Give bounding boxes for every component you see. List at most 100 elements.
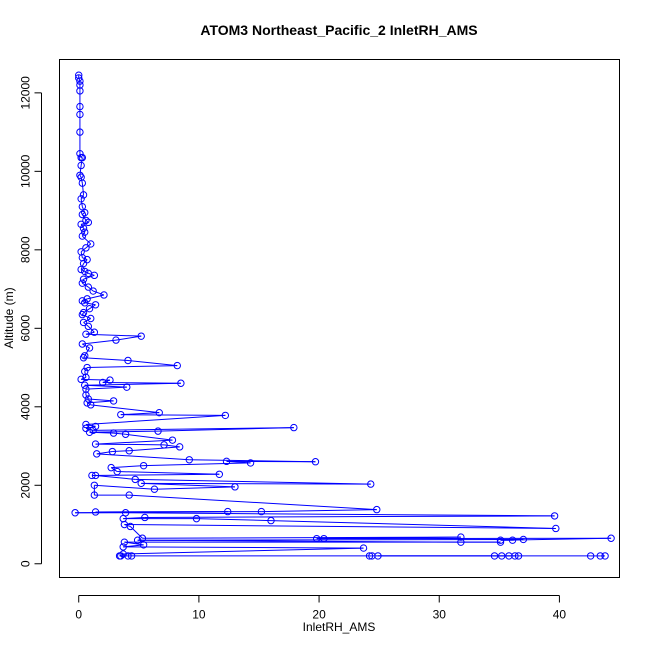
- series-segment: [81, 378, 110, 381]
- data-point: [78, 297, 87, 305]
- data-point: [81, 267, 89, 276]
- data-point: [552, 524, 560, 533]
- y-tick-label: 0: [19, 560, 33, 567]
- data-point: [79, 318, 88, 327]
- data-point: [81, 352, 89, 360]
- data-point: [121, 430, 130, 438]
- series-segment: [79, 165, 82, 176]
- series-segment: [80, 198, 83, 207]
- series-segment: [143, 462, 251, 467]
- data-point: [160, 441, 168, 449]
- series-segment: [95, 439, 173, 445]
- series-segment: [83, 318, 91, 323]
- data-point: [177, 379, 185, 387]
- data-point: [77, 220, 85, 229]
- data-point: [231, 483, 239, 491]
- series-segment: [91, 473, 220, 476]
- data-point: [137, 479, 145, 488]
- data-point: [91, 471, 100, 480]
- series-segment: [84, 382, 181, 386]
- data-point: [91, 440, 100, 448]
- series-segment: [85, 414, 226, 425]
- data-point: [125, 447, 133, 455]
- data-point: [82, 373, 90, 382]
- data-point: [267, 516, 275, 525]
- series-segment: [113, 432, 126, 435]
- data-point: [137, 332, 145, 340]
- data-point: [90, 328, 99, 336]
- series-segment: [94, 484, 155, 490]
- x-tick-label: 10: [192, 608, 206, 622]
- series-segment: [120, 414, 226, 416]
- series-segment: [89, 431, 114, 434]
- series-segment: [129, 494, 377, 511]
- data-point: [76, 128, 84, 136]
- data-point: [127, 552, 136, 560]
- series-segment: [84, 367, 88, 372]
- series-segment: [84, 302, 96, 306]
- series-segment: [82, 314, 91, 319]
- series-segment: [270, 520, 556, 529]
- data-point: [91, 422, 100, 431]
- data-point: [222, 457, 231, 466]
- data-point: [90, 271, 99, 280]
- data-point: [79, 191, 88, 199]
- data-point: [550, 512, 559, 520]
- series-segment: [125, 433, 173, 441]
- series-segment: [115, 335, 142, 341]
- data-point: [91, 508, 100, 516]
- data-point: [76, 81, 84, 89]
- data-point: [168, 436, 177, 444]
- series-segment: [261, 509, 377, 513]
- data-point: [77, 195, 85, 203]
- data-point: [78, 279, 87, 287]
- data-point: [89, 287, 97, 295]
- data-point: [112, 336, 120, 344]
- data-point: [257, 507, 266, 516]
- data-point: [76, 102, 84, 111]
- series-segment: [117, 471, 220, 475]
- data-point: [596, 552, 604, 560]
- data-point: [82, 244, 90, 252]
- series-segment: [84, 347, 90, 357]
- data-point: [81, 208, 89, 217]
- y-tick-label: 4000: [19, 393, 33, 420]
- data-point: [367, 480, 375, 488]
- data-point: [125, 491, 133, 499]
- data-point: [79, 275, 88, 283]
- series-segment: [135, 478, 371, 485]
- data-point: [77, 265, 85, 274]
- series-segment: [85, 386, 127, 390]
- y-tick-label: 10000: [19, 154, 33, 188]
- data-point: [519, 535, 528, 544]
- series-segment: [82, 300, 86, 304]
- series-segment: [92, 290, 105, 296]
- series-segment: [82, 257, 88, 261]
- series-segment: [83, 357, 129, 361]
- data-point: [90, 491, 99, 499]
- data-point: [75, 74, 83, 82]
- data-point: [119, 550, 127, 558]
- data-point: [77, 161, 85, 170]
- series-segment: [83, 259, 88, 264]
- data-point: [106, 376, 114, 384]
- chart-title: ATOM3 Northeast_Pacific_2 InletRH_AMS: [200, 22, 477, 38]
- data-point: [79, 224, 88, 232]
- data-point: [93, 450, 101, 458]
- series-segment: [123, 547, 364, 555]
- data-point: [154, 427, 162, 435]
- series-segment: [79, 175, 82, 178]
- y-tick-label: 8000: [19, 236, 33, 263]
- data-point: [82, 330, 90, 338]
- data-point: [155, 408, 163, 417]
- data-point: [81, 381, 89, 389]
- data-point: [374, 552, 382, 560]
- data-point: [359, 544, 368, 552]
- series-segment: [163, 444, 180, 448]
- data-point: [83, 295, 91, 303]
- series-segment: [129, 446, 180, 452]
- data-point: [457, 538, 465, 546]
- data-point: [83, 363, 91, 372]
- series-segment: [80, 194, 84, 200]
